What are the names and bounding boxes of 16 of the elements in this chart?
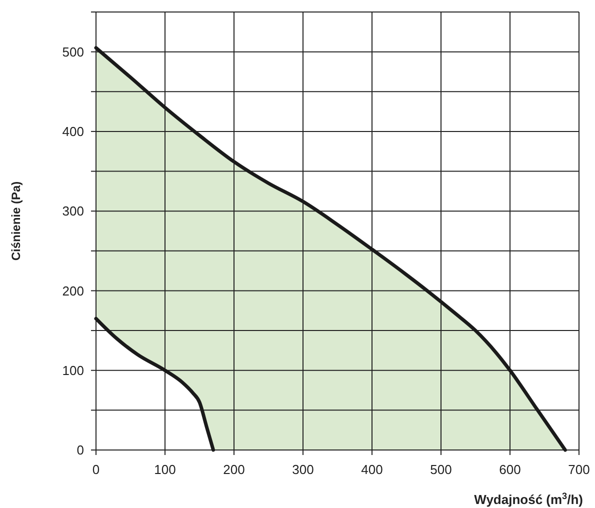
y-tick-label: 100	[62, 362, 84, 378]
x-tick-label: 100	[154, 462, 176, 477]
x-tick-label: 500	[430, 462, 452, 477]
x-tick-label: 400	[361, 462, 383, 477]
y-tick-label: 400	[62, 124, 84, 140]
x-tick-label: 300	[292, 462, 314, 477]
y-tick-label: 0	[76, 442, 84, 458]
y-tick-label: 500	[62, 44, 84, 60]
x-tick-label: 600	[499, 462, 521, 477]
x-tick-label: 700	[568, 462, 590, 477]
x-tick-label: 0	[92, 462, 100, 477]
y-tick-label: 200	[62, 283, 84, 298]
y-tick-label: 300	[62, 204, 84, 219]
y-axis-title: Ciśnienie (Pa)	[9, 181, 23, 261]
x-tick-label: 200	[223, 462, 245, 477]
x-axis-title: Wydajność (m$^{3}$/h)	[474, 491, 583, 507]
